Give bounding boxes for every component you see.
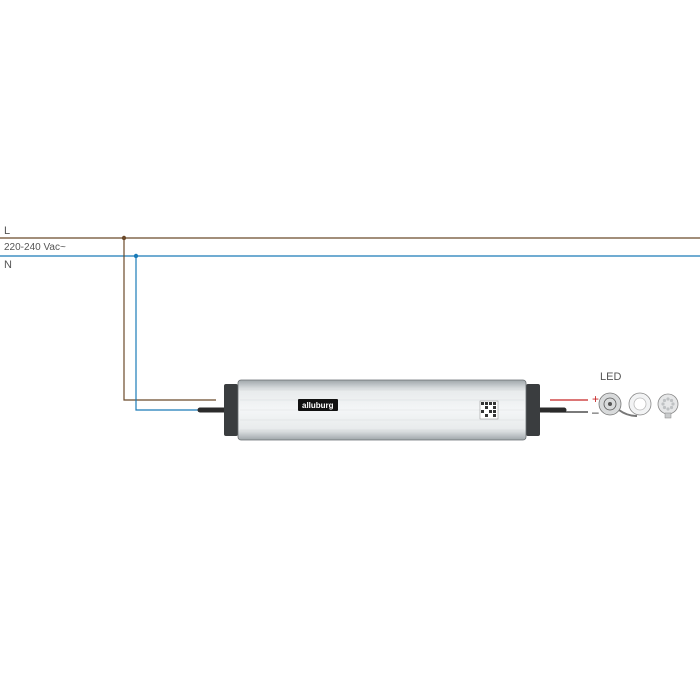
svg-text:LED: LED: [600, 371, 621, 383]
svg-text:N: N: [4, 259, 12, 271]
svg-text:L: L: [4, 225, 10, 237]
svg-text:–: –: [592, 405, 599, 419]
svg-text:alluburg: alluburg: [302, 401, 334, 410]
svg-text:+: +: [592, 392, 599, 406]
svg-text:220-240 Vac~: 220-240 Vac~: [4, 242, 66, 253]
